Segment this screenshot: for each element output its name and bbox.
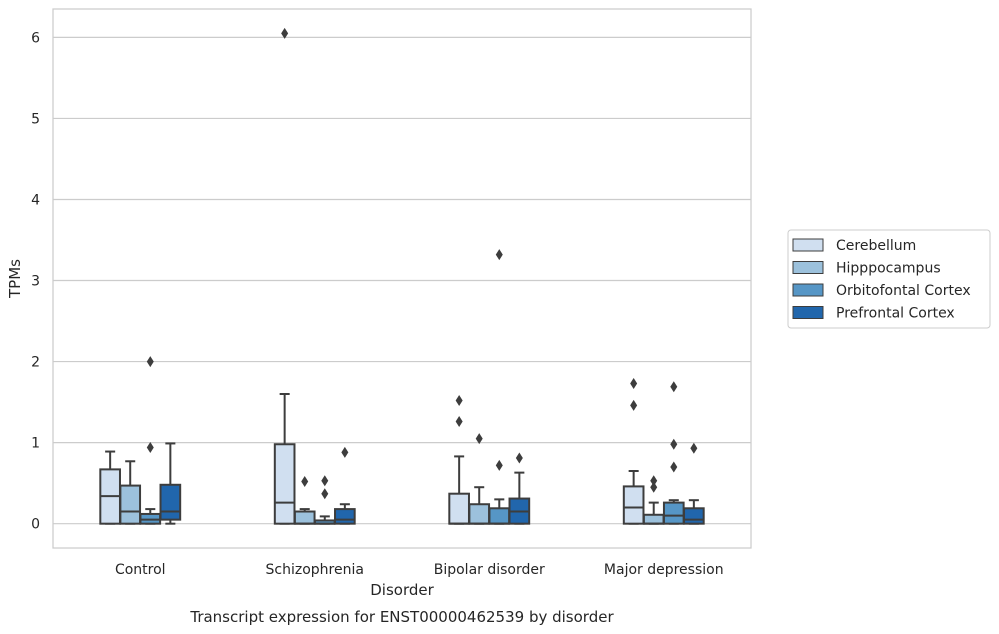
legend-item: Orbitofontal Cortex (792, 283, 971, 299)
outlier-point (341, 446, 349, 458)
y-tick-label: 0 (31, 517, 40, 533)
box-prefrontal-cortex (334, 446, 356, 525)
outlier-point (321, 475, 329, 487)
legend-item: Prefrontal Cortex (792, 306, 955, 322)
outlier-point (281, 27, 289, 39)
legend-label: Orbitofontal Cortex (836, 283, 971, 299)
box-cerebellum (99, 450, 121, 525)
box-orbitofontal-cortex (488, 249, 511, 525)
legend-frame (787, 229, 991, 329)
box-cerebellum (273, 27, 296, 525)
box-cerebellum (622, 377, 645, 525)
box-hipppocampus (119, 460, 142, 525)
outlier-point (650, 481, 658, 493)
legend-swatch (792, 283, 824, 297)
box (293, 510, 316, 525)
outlier-point (146, 356, 154, 368)
y-tick-label: 6 (31, 30, 40, 46)
box (642, 513, 665, 525)
y-axis-title: TPMs (6, 259, 24, 299)
outlier-point (670, 381, 678, 393)
box-hipppocampus (468, 433, 491, 525)
box (334, 508, 356, 525)
box-orbitofontal-cortex (139, 356, 162, 525)
box (622, 485, 645, 525)
gridlines (53, 36, 751, 525)
outlier-point (690, 442, 698, 454)
outlier-point (515, 452, 523, 464)
outlier-point (475, 433, 483, 445)
box (662, 501, 685, 525)
legend-swatch (792, 238, 824, 252)
outlier-point (455, 394, 463, 406)
chart-caption: Transcript expression for ENST0000046253… (189, 608, 614, 626)
y-tick-label: 1 (31, 436, 40, 452)
outlier-point (650, 475, 658, 487)
box (468, 503, 491, 525)
box-hipppocampus (293, 476, 316, 525)
outlier-point (495, 249, 503, 261)
box (488, 507, 511, 525)
box-orbitofontal-cortex (662, 381, 685, 525)
x-tick-label: Major depression (604, 562, 724, 578)
outlier-point (146, 441, 154, 453)
outlier-point (670, 461, 678, 473)
legend-label: Prefrontal Cortex (836, 306, 955, 322)
box (119, 484, 142, 525)
x-tick-label: Schizophrenia (266, 562, 364, 578)
box-prefrontal-cortex (683, 442, 705, 525)
outlier-point (670, 438, 678, 450)
outlier-point (630, 377, 638, 389)
legend-swatch (792, 306, 824, 319)
legend: Cerebellum Hipppocampus Orbitofontal Corte… (787, 229, 991, 329)
plot-area (52, 8, 752, 549)
box-hipppocampus (642, 475, 665, 525)
x-axis-title: Disorder (370, 581, 434, 599)
y-tick-label: 5 (31, 111, 40, 127)
outlier-point (455, 416, 463, 428)
box (159, 483, 182, 521)
outlier-point (495, 459, 503, 471)
x-tick-labels: Control Schizophrenia Bipolar disorder Majo… (115, 562, 724, 578)
legend-label: Hipppocampus (836, 261, 941, 277)
box-prefrontal-cortex (159, 442, 182, 525)
y-tick-label: 4 (31, 192, 40, 208)
box (448, 492, 470, 525)
box-cerebellum (448, 394, 470, 525)
legend-item: Cerebellum (792, 238, 916, 254)
y-tick-label: 2 (31, 355, 40, 371)
box-plots (99, 27, 705, 525)
x-tick-label: Bipolar disorder (434, 562, 545, 578)
outlier-point (321, 488, 329, 500)
box (273, 443, 296, 525)
outlier-point (301, 476, 309, 488)
box (683, 507, 705, 525)
outlier-point (630, 399, 638, 411)
legend-item: Hipppocampus (792, 261, 941, 277)
x-tick-label: Control (115, 562, 166, 578)
box-prefrontal-cortex (508, 452, 531, 525)
legend-label: Cerebellum (836, 238, 916, 254)
box-orbitofontal-cortex (313, 475, 336, 525)
legend-swatch (792, 261, 824, 274)
y-tick-label: 3 (31, 274, 40, 290)
y-tick-labels: 0 1 2 3 4 5 6 (31, 30, 40, 532)
